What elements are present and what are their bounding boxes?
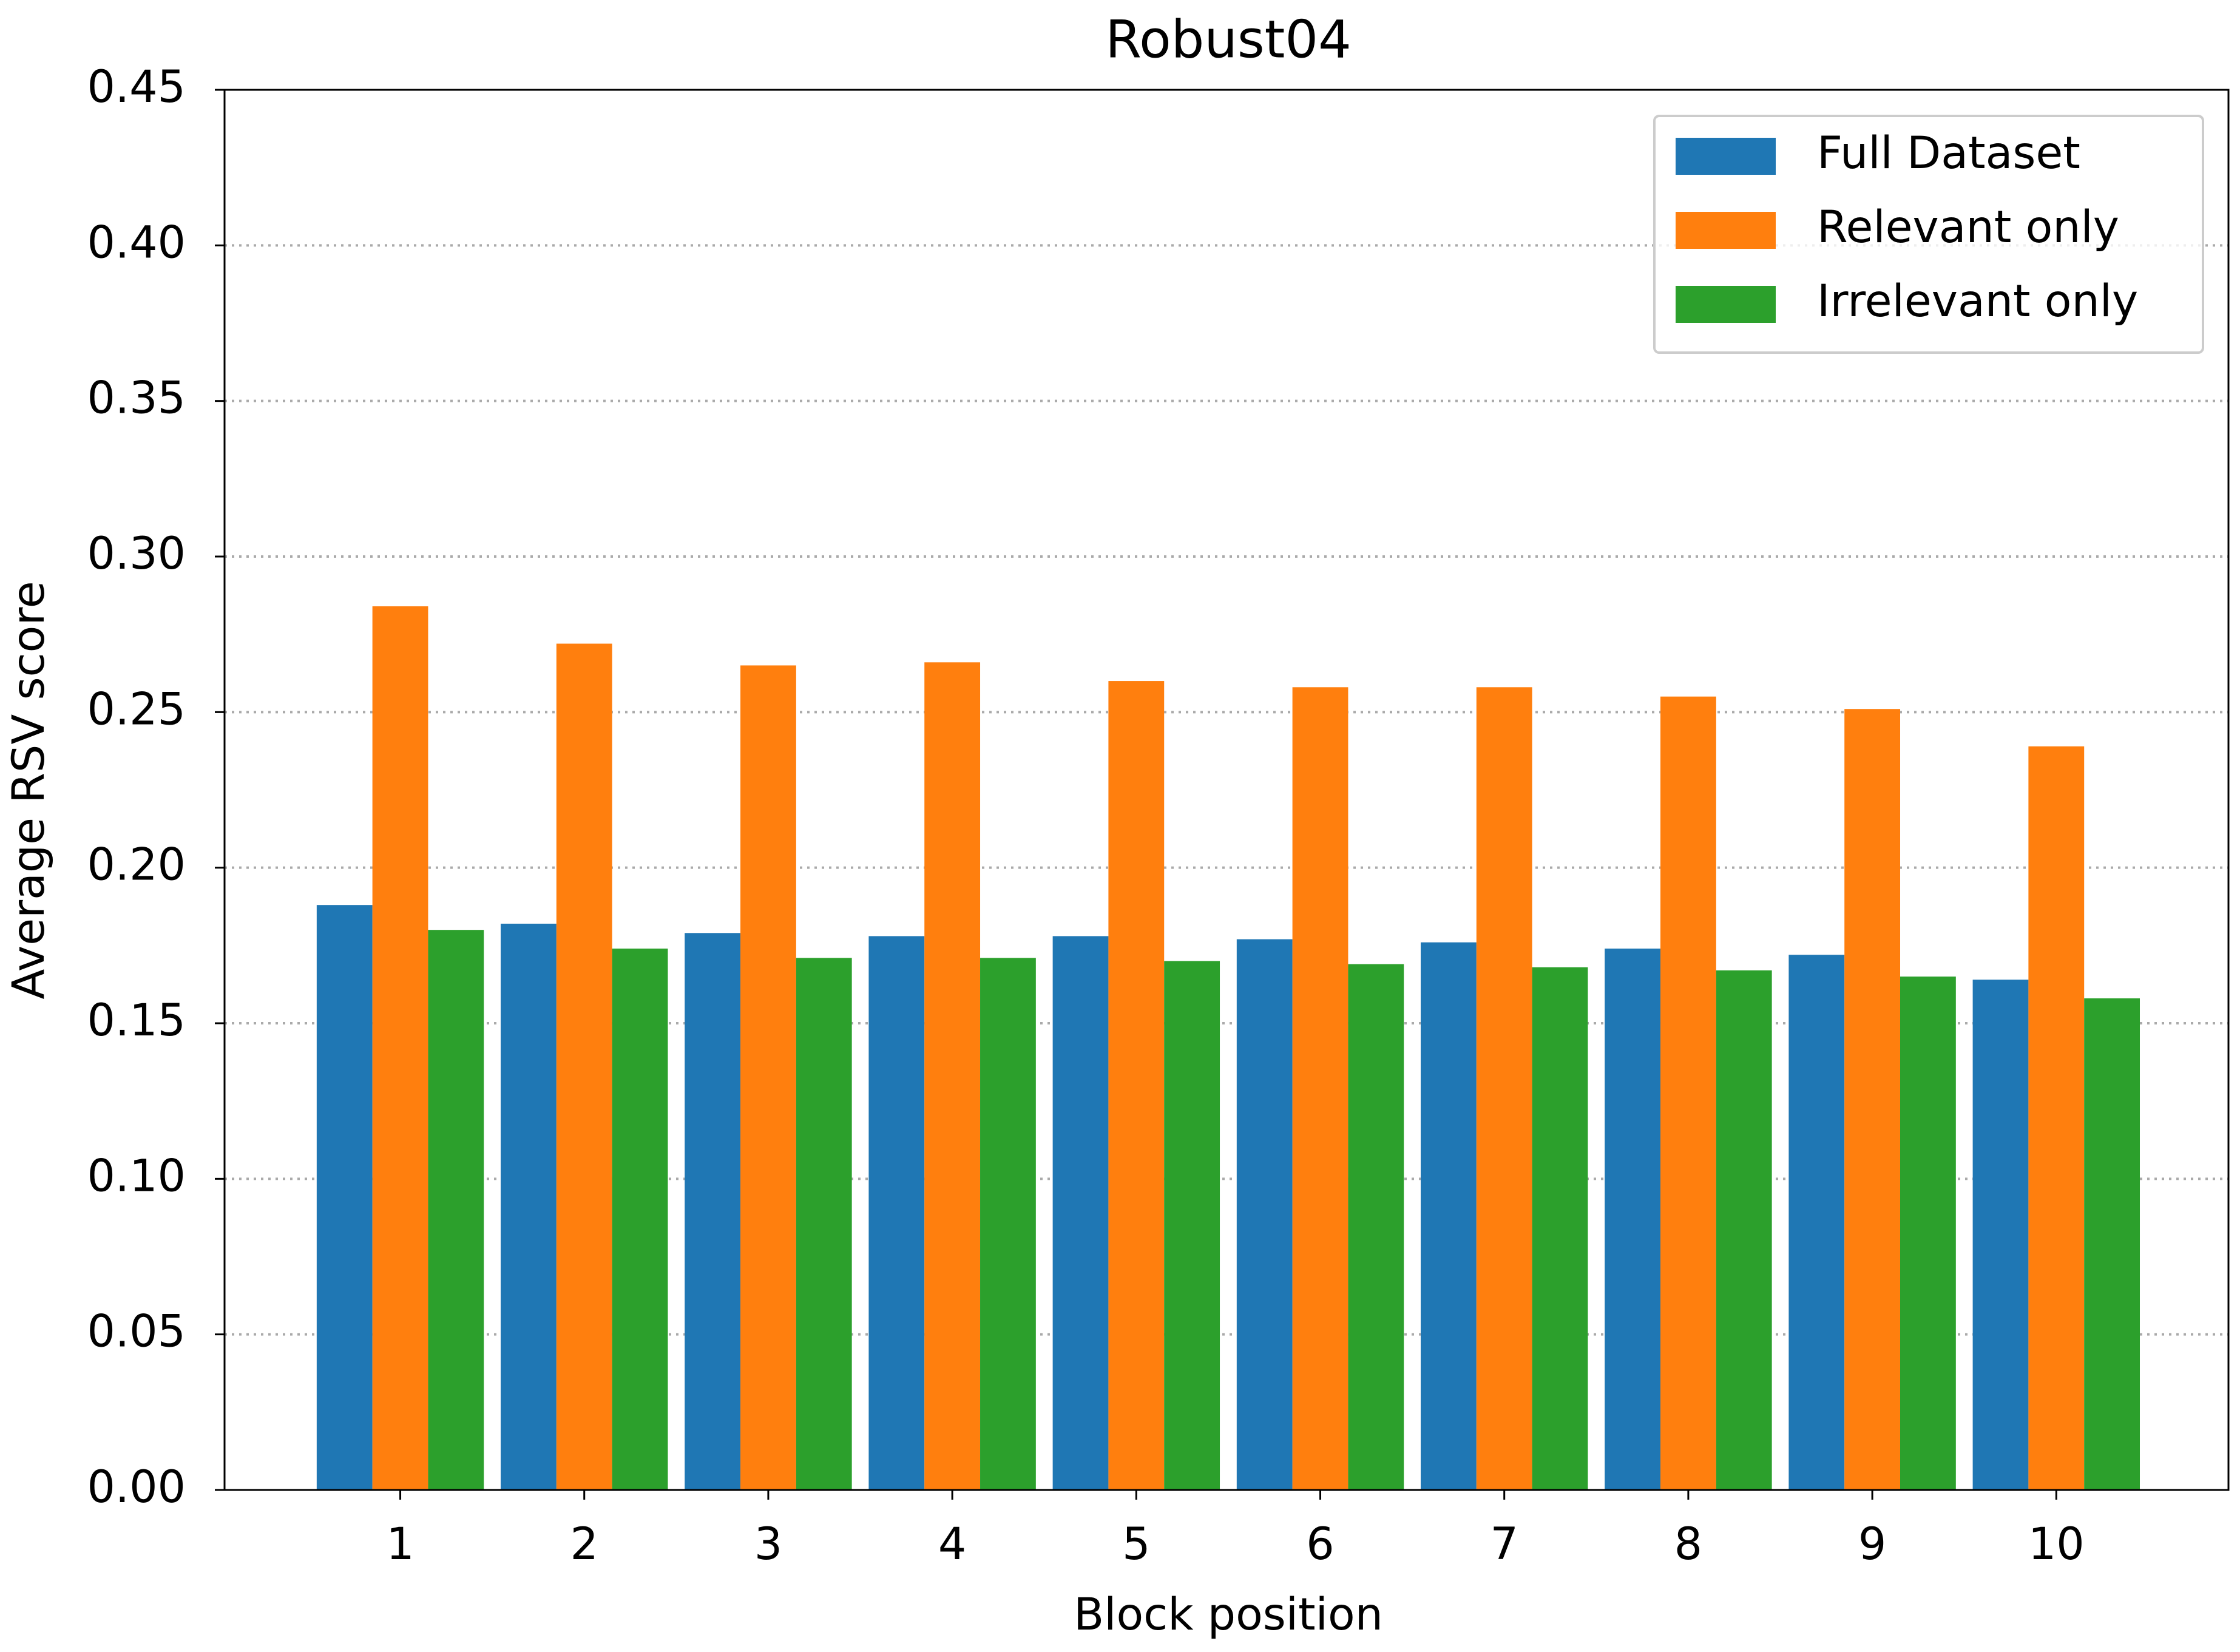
plot-frame	[223, 89, 2230, 1491]
bar	[924, 662, 981, 1490]
legend: Full Dataset Relevant only Irrelevant only	[1653, 115, 2204, 354]
bar	[556, 643, 612, 1490]
bar	[501, 923, 557, 1490]
bar	[316, 905, 373, 1490]
bar	[740, 665, 796, 1490]
bar	[1788, 955, 1845, 1490]
y-tick-label: 0.00	[87, 1461, 186, 1513]
bar	[2084, 998, 2140, 1490]
bar	[1532, 967, 1588, 1490]
x-tick-label: 5	[1122, 1518, 1150, 1570]
y-tick-label: 0.05	[87, 1306, 186, 1358]
legend-label: Irrelevant only	[1817, 276, 2138, 327]
bar	[1421, 942, 1477, 1490]
y-tick-label: 0.35	[87, 373, 186, 424]
x-tick-label: 4	[938, 1518, 966, 1570]
legend-label: Full Dataset	[1817, 127, 2080, 179]
legend-label: Relevant only	[1817, 201, 2119, 253]
x-tick-label: 1	[386, 1518, 414, 1570]
bar	[868, 936, 925, 1490]
bar	[1900, 977, 1956, 1490]
bar	[1108, 681, 1165, 1490]
bar	[1972, 980, 2029, 1490]
y-tick-label: 0.45	[87, 61, 186, 113]
bar	[685, 933, 741, 1490]
x-tick-label: 2	[570, 1518, 598, 1570]
legend-swatch	[1676, 286, 1776, 323]
chart-title: Robust04	[1105, 9, 1352, 70]
x-tick-label: 8	[1674, 1518, 1702, 1570]
bar	[372, 606, 428, 1491]
y-axis-label: Average RSV score	[3, 581, 55, 999]
bar	[1292, 687, 1348, 1490]
bar	[1164, 961, 1220, 1490]
bar	[1716, 970, 1772, 1490]
x-tick-label: 3	[754, 1518, 782, 1570]
bar	[1476, 687, 1532, 1490]
bar	[1660, 696, 1716, 1490]
y-tick-label: 0.15	[87, 995, 186, 1046]
y-tick-label: 0.10	[87, 1150, 186, 1202]
x-tick-label: 9	[1858, 1518, 1886, 1570]
y-tick-label: 0.20	[87, 839, 186, 891]
legend-swatch	[1676, 138, 1776, 175]
y-tick-label: 0.30	[87, 528, 186, 580]
x-tick-label: 7	[1490, 1518, 1518, 1570]
bar	[2028, 746, 2085, 1490]
legend-swatch	[1676, 212, 1776, 249]
x-axis-label: Block position	[1074, 1589, 1383, 1640]
bar	[1844, 709, 1901, 1490]
bar	[1236, 939, 1293, 1490]
legend-box	[1653, 115, 2204, 354]
bar	[1052, 936, 1109, 1490]
y-tick-label: 0.25	[87, 683, 186, 735]
x-tick-label: 6	[1306, 1518, 1334, 1570]
bar	[428, 930, 484, 1490]
bar	[1348, 964, 1404, 1490]
y-tick-label: 0.40	[87, 217, 186, 268]
bar	[612, 948, 668, 1490]
bar	[1605, 948, 1661, 1490]
bar	[980, 958, 1036, 1490]
bar	[796, 958, 852, 1490]
x-tick-label: 10	[2028, 1518, 2085, 1570]
